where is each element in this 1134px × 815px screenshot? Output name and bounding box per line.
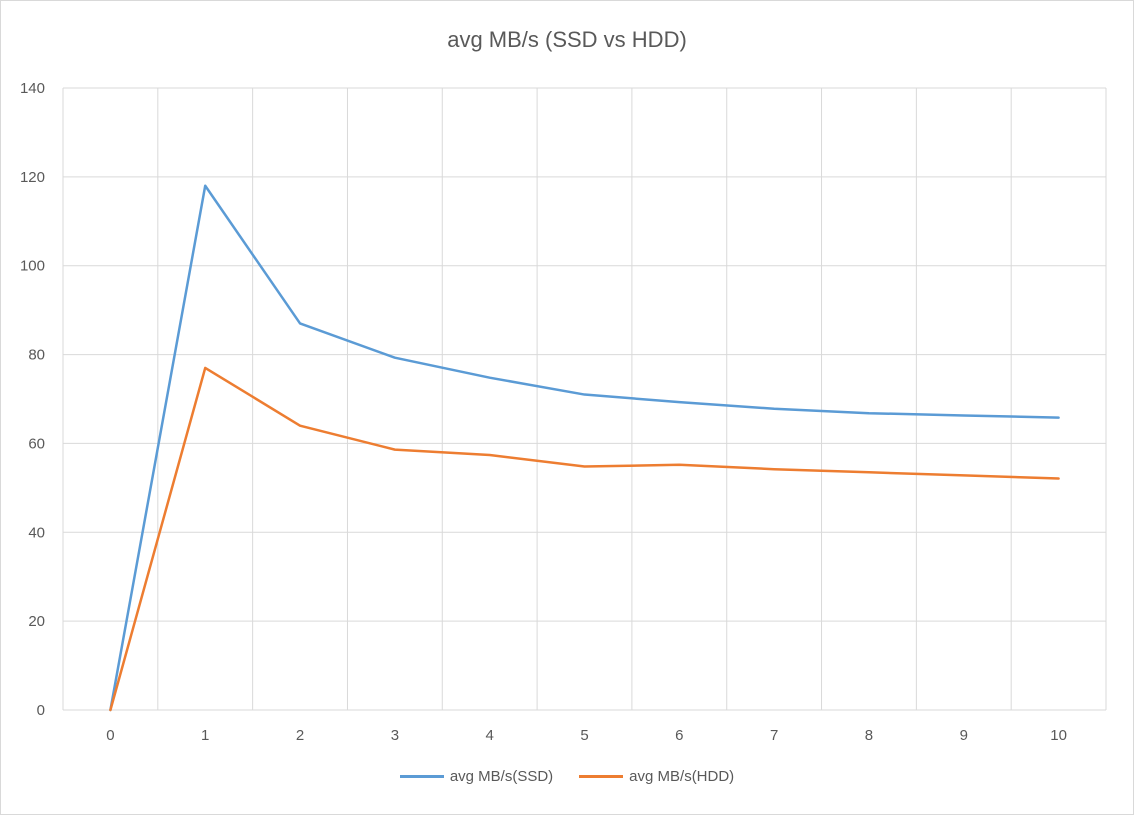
x-tick-label: 8 bbox=[865, 727, 873, 744]
y-tick-label: 80 bbox=[28, 347, 45, 364]
x-tick-label: 9 bbox=[960, 727, 968, 744]
chart-title: avg MB/s (SSD vs HDD) bbox=[447, 27, 687, 52]
x-tick-label: 0 bbox=[106, 727, 114, 744]
legend-swatch bbox=[579, 775, 624, 778]
y-tick-label: 40 bbox=[28, 524, 45, 541]
legend-swatch bbox=[399, 775, 444, 778]
x-tick-label: 10 bbox=[1050, 727, 1067, 744]
y-tick-label: 140 bbox=[20, 80, 45, 97]
y-tick-label: 100 bbox=[20, 258, 45, 275]
y-tick-label: 120 bbox=[20, 169, 45, 186]
y-tick-label: 20 bbox=[28, 613, 45, 630]
x-tick-label: 2 bbox=[296, 727, 304, 744]
legend-item: avg MB/s(HDD) bbox=[579, 768, 734, 785]
legend-label: avg MB/s(SSD) bbox=[449, 768, 554, 785]
series-line-hdd bbox=[109, 366, 1060, 712]
x-tick-label: 7 bbox=[770, 727, 778, 744]
x-tick-label: 3 bbox=[391, 727, 399, 744]
series-line-ssd bbox=[109, 184, 1060, 712]
legend: avg MB/s(SSD) avg MB/s(HDD) bbox=[1, 768, 1133, 785]
legend-item: avg MB/s(SSD) bbox=[399, 768, 554, 785]
y-tick-label: 60 bbox=[28, 435, 45, 452]
x-tick-label: 5 bbox=[580, 727, 588, 744]
x-tick-label: 4 bbox=[486, 727, 494, 744]
x-tick-label: 1 bbox=[201, 727, 209, 744]
y-tick-label: 0 bbox=[37, 702, 45, 719]
x-tick-label: 6 bbox=[675, 727, 683, 744]
legend-label: avg MB/s(HDD) bbox=[629, 768, 735, 785]
